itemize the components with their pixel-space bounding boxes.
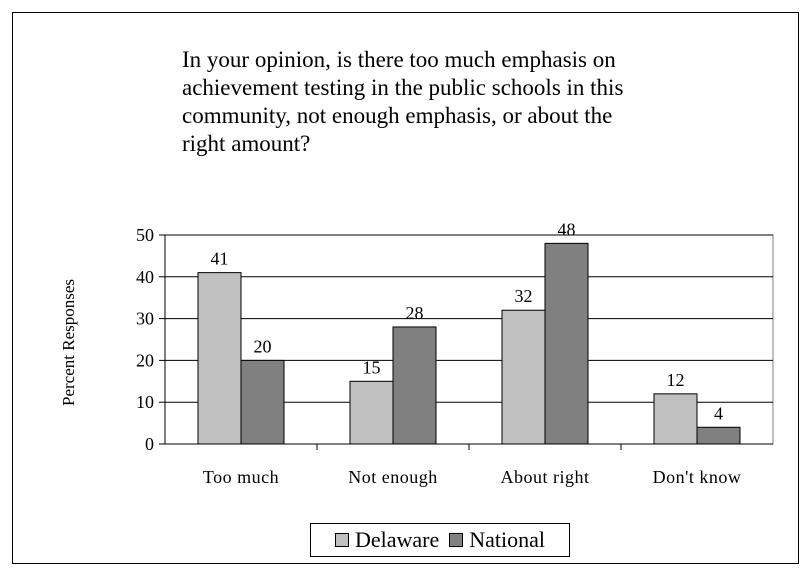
chart-legend: Delaware National xyxy=(310,523,570,557)
data-label: 20 xyxy=(254,336,272,356)
data-label: 4 xyxy=(714,403,723,423)
y-tick-label: 30 xyxy=(136,309,154,329)
data-label: 28 xyxy=(406,303,424,323)
x-tick-label: Don't know xyxy=(653,467,742,487)
bar-delaware xyxy=(501,309,546,445)
bar-delaware xyxy=(653,393,698,445)
legend-item-delaware: Delaware xyxy=(334,527,440,553)
data-label: 15 xyxy=(363,357,381,377)
x-tick-label: Too much xyxy=(203,467,279,487)
bar-delaware xyxy=(197,272,242,445)
x-tick-label: About right xyxy=(501,467,590,487)
legend-swatch-delaware xyxy=(334,533,349,547)
chart-title-line: community, not enough emphasis, or about… xyxy=(182,103,613,128)
chart-title: In your opinion, is there too much empha… xyxy=(182,46,742,158)
bar-national xyxy=(544,242,589,445)
bar-national xyxy=(240,359,285,445)
y-tick-label: 50 xyxy=(136,225,154,245)
chart-title-line: right amount? xyxy=(182,131,311,156)
y-tick-label: 40 xyxy=(136,267,154,287)
data-label: 32 xyxy=(515,286,533,306)
chart-title-line: In your opinion, is there too much empha… xyxy=(182,47,616,72)
bar-national xyxy=(392,326,437,445)
y-tick-label: 10 xyxy=(136,392,154,412)
y-tick-label: 20 xyxy=(136,350,154,370)
legend-item-national: National xyxy=(449,527,545,553)
x-tick-label: Not enough xyxy=(348,467,438,487)
y-tick-label: 0 xyxy=(145,434,154,454)
data-label: 48 xyxy=(558,219,576,239)
legend-label-delaware: Delaware xyxy=(354,527,440,552)
chart-title-line: achievement testing in the public school… xyxy=(182,75,624,100)
y-axis-label: Percent Responses xyxy=(59,279,78,406)
bar-national xyxy=(696,426,741,445)
legend-label-national: National xyxy=(469,527,546,552)
legend-swatch-national xyxy=(449,533,464,547)
data-label: 41 xyxy=(211,249,229,269)
data-label: 12 xyxy=(667,370,685,390)
bar-delaware xyxy=(349,380,394,445)
